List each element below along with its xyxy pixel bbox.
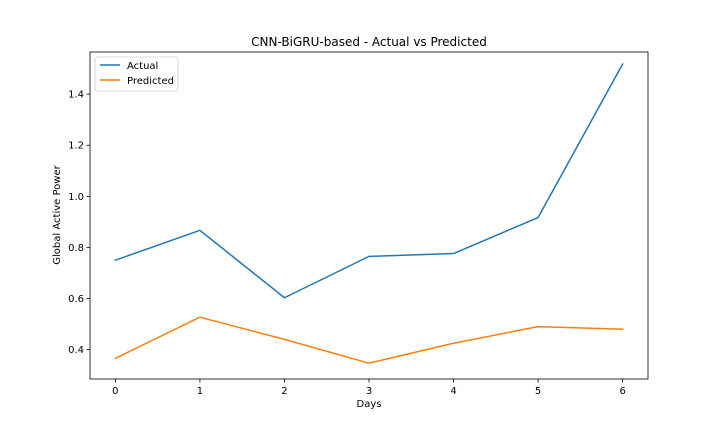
legend-label-actual: Actual <box>127 61 158 72</box>
x-tick-label: 6 <box>619 386 625 397</box>
chart-title: CNN-BiGRU-based - Actual vs Predicted <box>251 35 487 49</box>
legend-label-predicted: Predicted <box>127 76 174 87</box>
x-axis-label: Days <box>357 399 382 410</box>
x-tick-label: 2 <box>281 386 287 397</box>
y-tick-label: 1.0 <box>68 192 84 203</box>
series-line-actual <box>114 62 624 299</box>
y-axis-label: Global Active Power <box>52 164 63 264</box>
series-line-predicted <box>114 316 624 364</box>
x-tick-label: 0 <box>112 386 118 397</box>
y-tick-label: 0.4 <box>68 345 84 356</box>
y-tick-label: 1.4 <box>68 90 84 101</box>
series-layer <box>114 62 624 364</box>
x-tick-label: 3 <box>366 386 372 397</box>
x-axis-ticks: 0 1 2 3 4 5 6 <box>112 379 626 397</box>
y-tick-label: 1.2 <box>68 141 84 152</box>
y-tick-label: 0.6 <box>68 294 84 305</box>
x-tick-label: 1 <box>197 386 203 397</box>
legend: Actual Predicted <box>94 56 179 92</box>
x-tick-label: 5 <box>535 386 541 397</box>
x-tick-label: 4 <box>450 386 456 397</box>
y-tick-label: 0.8 <box>68 243 84 254</box>
y-axis-ticks: 0.4 0.6 0.8 1.0 1.2 1.4 <box>68 90 90 356</box>
plot-area <box>89 51 649 380</box>
